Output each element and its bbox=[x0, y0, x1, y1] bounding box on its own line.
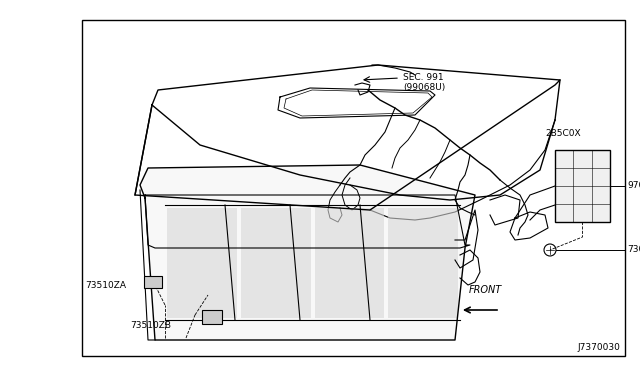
Polygon shape bbox=[140, 165, 475, 340]
Text: 2B5C0X: 2B5C0X bbox=[545, 129, 580, 138]
Bar bbox=[202, 310, 222, 324]
Bar bbox=[241, 208, 310, 318]
Text: 73510ZA: 73510ZA bbox=[85, 280, 126, 289]
Bar bbox=[555, 150, 610, 222]
Bar bbox=[167, 208, 237, 318]
Text: 73070B: 73070B bbox=[627, 246, 640, 254]
Text: 97003M: 97003M bbox=[627, 182, 640, 190]
Bar bbox=[388, 208, 458, 318]
Text: SEC. 991
(99068U): SEC. 991 (99068U) bbox=[403, 73, 445, 92]
Bar bbox=[144, 276, 162, 288]
Text: 73510ZB: 73510ZB bbox=[130, 321, 171, 330]
Bar bbox=[314, 208, 384, 318]
Bar bbox=[82, 20, 625, 356]
Text: FRONT: FRONT bbox=[468, 285, 502, 295]
Text: J7370030: J7370030 bbox=[577, 343, 620, 352]
